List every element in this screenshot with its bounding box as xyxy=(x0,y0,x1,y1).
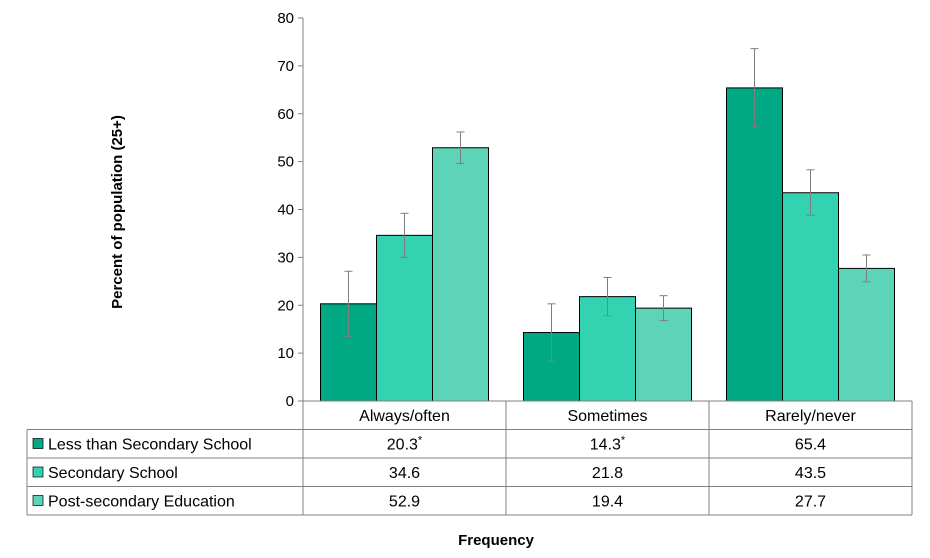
bar xyxy=(635,307,692,402)
y-tick-label: 50 xyxy=(277,154,294,171)
x-category-label: Always/often xyxy=(359,408,450,425)
data-value-label: 19.4 xyxy=(592,494,623,511)
bar xyxy=(376,234,433,402)
y-tick-label: 70 xyxy=(277,58,294,75)
legend-swatch xyxy=(32,495,44,506)
bar xyxy=(432,147,489,402)
y-tick-label: 10 xyxy=(277,345,294,362)
legend-swatch xyxy=(32,466,44,478)
data-value-label: 34.6 xyxy=(389,465,420,482)
legend-label: Secondary School xyxy=(48,465,178,482)
data-value-label: 43.5 xyxy=(795,465,826,482)
data-value-label: 14.3* xyxy=(590,435,626,454)
x-axis-title: Frequency xyxy=(458,532,535,549)
data-value-label: 20.3* xyxy=(387,435,423,454)
estimate-flag: * xyxy=(418,435,423,447)
bar xyxy=(838,267,895,402)
legend-swatch xyxy=(32,438,44,449)
legend-label: Post-secondary Education xyxy=(48,494,235,511)
data-value-label: 21.8 xyxy=(592,465,623,482)
y-tick-label: 0 xyxy=(286,393,294,410)
y-tick-label: 80 xyxy=(277,10,294,27)
bar xyxy=(782,192,839,402)
y-tick-label: 40 xyxy=(277,202,294,219)
legend-label: Less than Secondary School xyxy=(48,437,252,454)
data-value-label: 27.7 xyxy=(795,494,826,511)
y-axis-title: Percent of population (25+) xyxy=(109,115,126,309)
data-value-label: 52.9 xyxy=(389,494,420,511)
x-category-label: Rarely/never xyxy=(765,408,856,425)
y-tick-label: 60 xyxy=(277,106,294,123)
y-tick-label: 30 xyxy=(277,249,294,266)
x-category-label: Sometimes xyxy=(567,408,647,425)
estimate-flag: * xyxy=(621,435,626,447)
data-value-label: 65.4 xyxy=(795,437,826,454)
bar xyxy=(726,87,783,402)
y-tick-label: 20 xyxy=(277,297,294,314)
